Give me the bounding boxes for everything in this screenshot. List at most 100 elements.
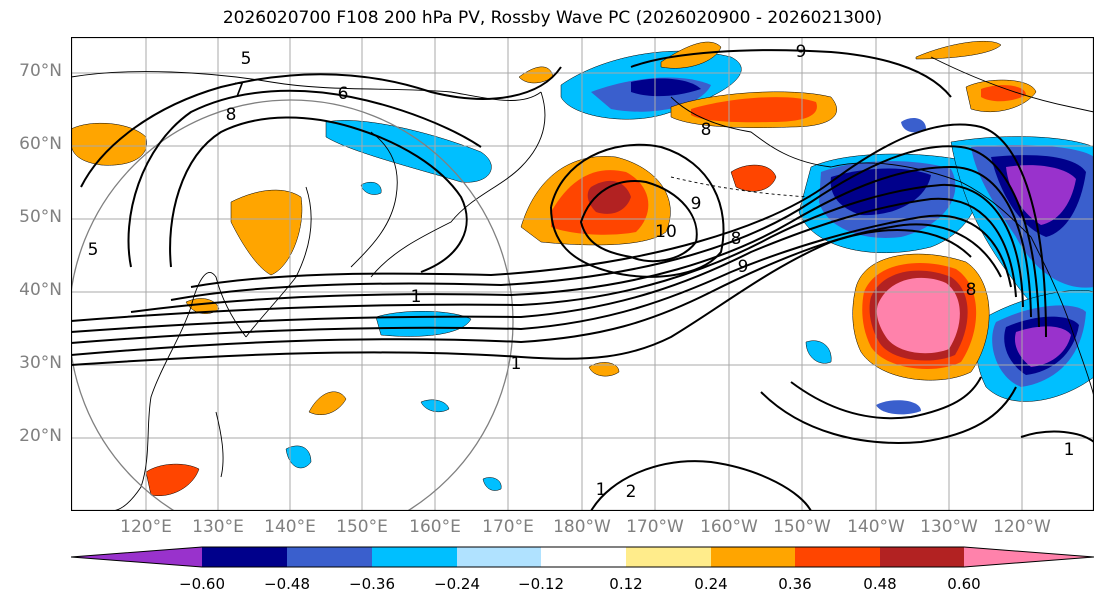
contour-8 — [190, 123, 1047, 338]
neg-anomaly-nw-america-peak — [1006, 165, 1076, 225]
contour-label: 10 — [655, 222, 677, 242]
neg-anomaly-small-2 — [805, 340, 832, 364]
contour-lines — [71, 49, 1094, 511]
pos-anomaly-mongolia — [71, 122, 148, 166]
map-panel: 5 7 8 6 9 5 8 9 10 8 9 1 8 1 2 1 1 — [71, 37, 1094, 511]
contour-10-loop — [579, 180, 698, 263]
contour-label: 8 — [731, 229, 742, 249]
colorbar-tick: −0.12 — [518, 575, 564, 593]
lon-label-130w: 130°W — [920, 517, 978, 537]
lat-label-70n: 70°N — [19, 61, 62, 81]
colorbar-segment — [711, 547, 795, 567]
colorbar-segment — [202, 547, 287, 567]
lon-label-150w: 150°W — [773, 517, 831, 537]
lat-label-50n: 50°N — [19, 207, 62, 227]
contour-sub-tropical — [590, 460, 812, 511]
lon-label-160e: 160°E — [409, 517, 461, 537]
neg-anomaly-small-8 — [901, 117, 926, 133]
coast-okhotsk-east — [370, 91, 546, 278]
coast-korea — [190, 271, 247, 338]
great-circle-outline — [71, 99, 514, 511]
colorbar-segment — [287, 547, 372, 567]
contour-east-tail — [1020, 430, 1094, 443]
contour-4 — [71, 197, 1017, 333]
pos-anomaly-gulf — [730, 164, 777, 192]
contour-outer-5 — [80, 66, 562, 188]
pos-anomaly-arctic — [915, 40, 1002, 60]
coastlines — [71, 56, 1094, 511]
pos-anomaly-japan-sea — [230, 189, 303, 276]
lat-label-30n: 30°N — [19, 353, 62, 373]
colorbar-segment — [457, 547, 541, 567]
map-frame — [71, 37, 1094, 511]
lon-label-120w: 120°W — [993, 517, 1051, 537]
lon-label-170w: 170°W — [626, 517, 684, 537]
colorbar-segment — [372, 547, 457, 567]
lon-label-130e: 130°E — [192, 517, 244, 537]
coast-okhotsk-west — [350, 131, 398, 268]
coast-north-america-west — [1030, 236, 1094, 398]
lon-label-180w: 180°W — [553, 517, 611, 537]
colorbar-outline — [71, 546, 1094, 568]
contour-south-ridge — [790, 376, 982, 420]
pos-anomaly-aleutian-core — [587, 180, 631, 214]
contour-label: 1 — [511, 354, 522, 374]
contour-label: 1 — [596, 480, 607, 500]
contour-label: 8 — [226, 105, 237, 125]
neg-anomaly-small-6 — [285, 445, 312, 469]
colorbar-tick: −0.36 — [349, 575, 395, 593]
contour-label: 1 — [1064, 440, 1075, 460]
colorbar-segment — [626, 547, 711, 567]
pos-anomaly-small-1 — [308, 391, 347, 415]
coast-sakhalin-japan — [245, 186, 312, 338]
map-title: 2026020700 F108 200 hPa PV, Rossby Wave … — [222, 8, 883, 28]
contour-8-loop — [169, 116, 468, 273]
lat-label-60n: 60°N — [19, 134, 62, 154]
contour-label: 9 — [691, 194, 702, 214]
neg-anomaly-bering-center — [631, 78, 701, 97]
colorbar-extend-low — [71, 547, 202, 567]
contour-6 — [130, 165, 1032, 318]
colorbar — [71, 546, 1094, 568]
pos-anomaly-alaska-core — [691, 97, 817, 123]
lat-label-20n: 20°N — [19, 426, 62, 446]
neg-anomaly-sw-us-peak — [1014, 326, 1071, 367]
contour-label: 7 — [234, 80, 245, 100]
contour-label: 8 — [701, 120, 712, 140]
contour-label-group: 5 7 8 6 9 5 8 9 10 8 9 1 8 1 2 1 1 — [88, 42, 1075, 502]
contour-9-north — [630, 49, 952, 98]
colorbar-segment — [541, 547, 626, 567]
contour-7-loop — [127, 89, 482, 268]
pv-shading — [71, 40, 1094, 497]
neg-anomaly-small-7 — [482, 477, 502, 491]
colorbar-tick: 0.24 — [694, 575, 728, 593]
pos-anomaly-ne-pacific-peak — [876, 277, 960, 354]
contour-label: 8 — [966, 280, 977, 300]
coast-alaska — [670, 96, 1032, 238]
contour-label: 5 — [241, 49, 252, 69]
contour-label: 9 — [796, 42, 807, 62]
contour-label: 9 — [738, 257, 749, 277]
contour-label: 6 — [338, 84, 349, 104]
lon-label-170e: 170°E — [482, 517, 534, 537]
neg-anomaly-small-3 — [876, 400, 921, 415]
pos-anomaly-canada-core — [981, 85, 1026, 102]
coast-taiwan-philippines — [215, 411, 224, 478]
colorbar-tick: 0.12 — [609, 575, 643, 593]
colorbar-extend-high — [964, 547, 1094, 567]
neg-anomaly-small-4 — [360, 182, 382, 195]
coast-canada-arctic — [930, 56, 1094, 113]
contour-3 — [71, 214, 1012, 344]
map-gridlines — [71, 37, 1094, 511]
contour-label: 1 — [411, 287, 422, 307]
contour-7 — [170, 145, 1040, 328]
colorbar-tick: 0.36 — [778, 575, 812, 593]
lon-label-160w: 160°W — [700, 517, 758, 537]
pos-anomaly-small-2 — [588, 362, 620, 377]
lon-label-120e: 120°E — [120, 517, 172, 537]
contour-south-ridge-2 — [760, 386, 1017, 444]
lon-label-140e: 140°E — [264, 517, 316, 537]
contour-label: 2 — [626, 482, 637, 502]
colorbar-tick: 0.60 — [947, 575, 981, 593]
colorbar-tick: −0.48 — [264, 575, 310, 593]
